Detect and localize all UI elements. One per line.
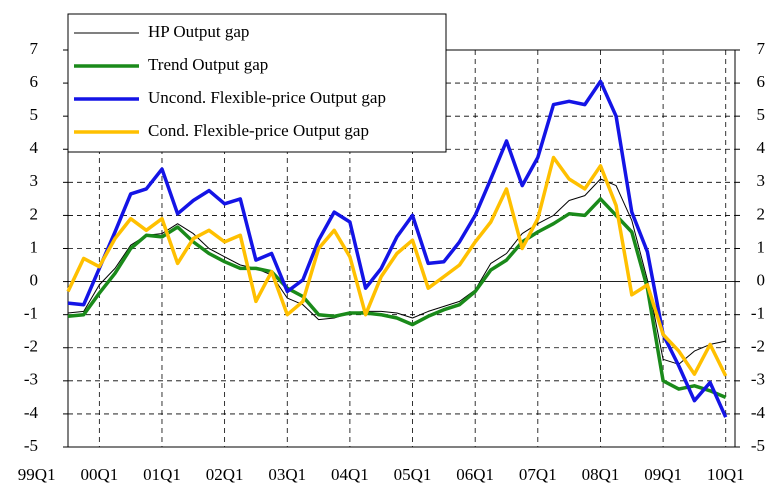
x-tick-label: 06Q1: [456, 465, 494, 484]
y2-tick-label: -4: [751, 403, 766, 422]
y2-tick-label: 6: [757, 72, 766, 91]
x-tick-label: 07Q1: [519, 465, 557, 484]
y-tick-label: -5: [24, 436, 38, 455]
y2-tick-label: -2: [751, 337, 765, 356]
y2-tick-label: 7: [757, 39, 766, 58]
x-tick-label: 01Q1: [143, 465, 181, 484]
y2-tick-label: 2: [757, 204, 766, 223]
y2-tick-label: -3: [751, 370, 765, 389]
y-tick-label: 1: [30, 237, 39, 256]
x-tick-label: 10Q1: [707, 465, 745, 484]
y2-tick-label: -1: [751, 304, 765, 323]
y-tick-label: 4: [30, 138, 39, 157]
y2-tick-label: 4: [757, 138, 766, 157]
y-tick-label: 6: [30, 72, 39, 91]
legend-label: HP Output gap: [148, 22, 249, 41]
x-tick-label: 09Q1: [644, 465, 682, 484]
x-tick-label: 05Q1: [394, 465, 432, 484]
y-tick-label: 0: [30, 270, 39, 289]
y-tick-label: -4: [24, 403, 39, 422]
y-tick-label: 5: [30, 105, 39, 124]
legend-label: Uncond. Flexible-price Output gap: [148, 88, 386, 107]
series-line: [66, 155, 728, 377]
y2-tick-label: 5: [757, 105, 766, 124]
x-tick-label: 02Q1: [206, 465, 244, 484]
y2-tick-label: 1: [757, 237, 766, 256]
legend-box: [67, 13, 447, 153]
x-tick-label: 99Q1: [18, 465, 56, 484]
x-tick-label: 03Q1: [268, 465, 306, 484]
y-tick-label: 7: [30, 39, 39, 58]
y-tick-label: -3: [24, 370, 38, 389]
y-tick-label: 2: [30, 204, 39, 223]
series-line: [67, 79, 728, 418]
x-tick-label: 04Q1: [331, 465, 369, 484]
x-tick-label: 00Q1: [80, 465, 118, 484]
y2-tick-label: 0: [757, 270, 766, 289]
y-tick-label: 3: [30, 171, 39, 190]
x-tick-label: 08Q1: [582, 465, 620, 484]
series-line: [67, 178, 726, 365]
legend-label: Cond. Flexible-price Output gap: [148, 121, 369, 140]
y2-tick-label: 3: [757, 171, 766, 190]
y2-tick-label: -5: [751, 436, 765, 455]
y-tick-label: -1: [24, 304, 38, 323]
y-tick-label: -2: [24, 337, 38, 356]
legend-label: Trend Output gap: [148, 55, 268, 74]
